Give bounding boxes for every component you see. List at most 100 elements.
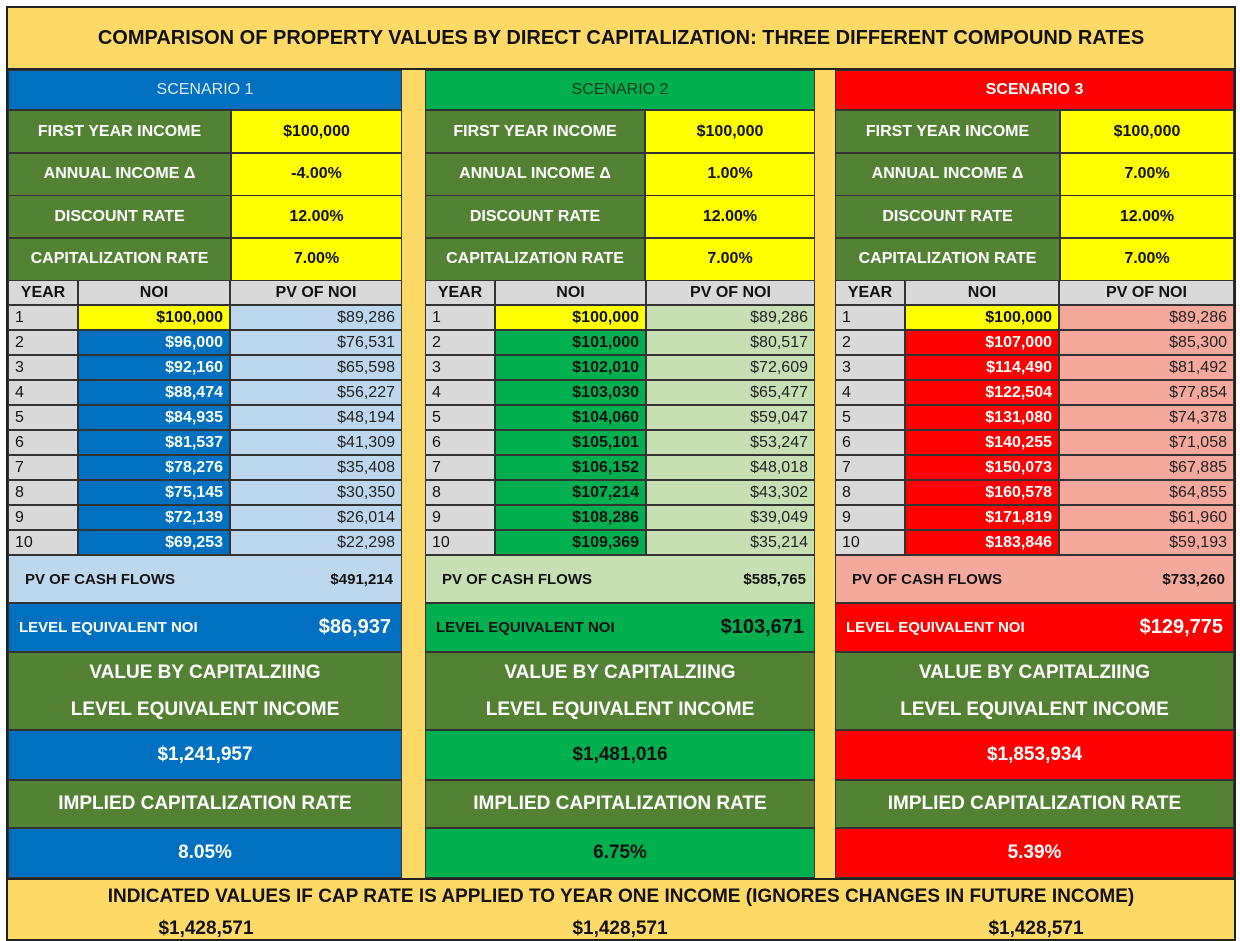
capitalization-rate-label: CAPITALIZATION RATE	[8, 237, 231, 281]
noi-cell: $103,030	[495, 380, 646, 405]
pv-of-noi-header: PV OF NOI	[646, 280, 815, 305]
pv-of-noi-cell: $61,960	[1059, 505, 1234, 530]
value-label: VALUE BY CAPITALZIING LEVEL EQUIVALENT IN…	[835, 652, 1234, 730]
value-label-line2: LEVEL EQUIVALENT INCOME	[900, 699, 1169, 720]
noi-cell: $104,060	[495, 405, 646, 430]
noi-cell: $109,369	[495, 530, 646, 555]
year-cell: 6	[8, 430, 78, 455]
scenario-1: SCENARIO 1 FIRST YEAR INCOME $100,000 ANNUA…	[8, 70, 402, 878]
noi-cell: $75,145	[78, 480, 230, 505]
implied-cap-rate-value: 5.39%	[835, 828, 1234, 878]
noi-cell: $100,000	[905, 305, 1059, 330]
discount-rate-label: DISCOUNT RATE	[8, 195, 231, 238]
level-equivalent-noi-label: LEVEL EQUIVALENT NOI	[846, 619, 1025, 636]
noi-cell: $100,000	[78, 305, 230, 330]
noi-cell: $106,152	[495, 455, 646, 480]
value-label-line2: LEVEL EQUIVALENT INCOME	[485, 699, 755, 720]
pv-of-noi-cell: $76,531	[230, 330, 402, 355]
pv-of-noi-cell: $35,214	[646, 530, 815, 555]
year-cell: 10	[8, 530, 78, 555]
year-cell: 6	[425, 430, 495, 455]
scenario-header: SCENARIO 1	[8, 70, 402, 110]
scenario-header: SCENARIO 2	[425, 70, 815, 110]
pv-of-noi-cell: $56,227	[230, 380, 402, 405]
level-equivalent-noi-value: $103,671	[720, 616, 804, 638]
year-cell: 7	[835, 455, 905, 480]
level-equivalent-noi-row: LEVEL EQUIVALENT NOI $86,937	[8, 603, 402, 652]
noi-cell: $84,935	[78, 405, 230, 430]
year-cell: 5	[425, 405, 495, 430]
annual-income-delta-label: ANNUAL INCOME Δ	[8, 152, 231, 196]
pv-of-noi-cell: $59,193	[1059, 530, 1234, 555]
pv-of-cash-flows-row: PV OF CASH FLOWS $491,214	[8, 555, 402, 603]
pv-of-cash-flows-row: PV OF CASH FLOWS $585,765	[425, 555, 815, 603]
noi-header: NOI	[78, 280, 230, 305]
year-cell: 8	[835, 480, 905, 505]
footer: INDICATED VALUES IF CAP RATE IS APPLIED …	[8, 878, 1234, 941]
year-cell: 1	[425, 305, 495, 330]
noi-cell: $107,000	[905, 330, 1059, 355]
implied-cap-rate-label: IMPLIED CAPITALIZATION RATE	[8, 780, 402, 828]
noi-cell: $78,276	[78, 455, 230, 480]
pv-of-noi-cell: $89,286	[230, 305, 402, 330]
value-label-line2: LEVEL EQUIVALENT INCOME	[70, 699, 340, 720]
value-label: VALUE BY CAPITALZIING LEVEL EQUIVALENT IN…	[8, 652, 402, 730]
year-cell: 4	[425, 380, 495, 405]
pv-of-noi-cell: $48,018	[646, 455, 815, 480]
year-header: YEAR	[425, 280, 495, 305]
capitalization-rate-value: 7.00%	[231, 237, 402, 281]
capitalization-rate-label: CAPITALIZATION RATE	[425, 237, 645, 281]
implied-cap-rate-value: 8.05%	[8, 828, 402, 878]
pv-of-cash-flows-label: PV OF CASH FLOWS	[442, 570, 592, 588]
pv-of-noi-cell: $43,302	[646, 480, 815, 505]
year-cell: 8	[425, 480, 495, 505]
noi-cell: $140,255	[905, 430, 1059, 455]
level-equivalent-noi-row: LEVEL EQUIVALENT NOI $129,775	[835, 603, 1234, 652]
noi-cell: $107,214	[495, 480, 646, 505]
pv-of-noi-header: PV OF NOI	[230, 280, 402, 305]
first-year-income-value: $100,000	[645, 110, 815, 153]
year-cell: 6	[835, 430, 905, 455]
capitalization-rate-label: CAPITALIZATION RATE	[835, 237, 1060, 281]
pv-of-cash-flows-row: PV OF CASH FLOWS $733,260	[835, 555, 1234, 603]
pv-of-noi-cell: $89,286	[646, 305, 815, 330]
pv-of-noi-cell: $39,049	[646, 505, 815, 530]
pv-of-noi-header: PV OF NOI	[1059, 280, 1234, 305]
scenario-3: SCENARIO 3 FIRST YEAR INCOME $100,000 ANNUA…	[835, 70, 1234, 878]
capitalization-rate-value: 7.00%	[1060, 237, 1234, 281]
discount-rate-value: 12.00%	[1060, 195, 1234, 238]
year-cell: 3	[425, 355, 495, 380]
capitalized-value: $1,241,957	[8, 730, 402, 780]
pv-of-noi-cell: $22,298	[230, 530, 402, 555]
pv-of-noi-cell: $48,194	[230, 405, 402, 430]
capitalized-value: $1,481,016	[425, 730, 815, 780]
noi-cell: $81,537	[78, 430, 230, 455]
discount-rate-label: DISCOUNT RATE	[835, 195, 1060, 238]
noi-cell: $105,101	[495, 430, 646, 455]
noi-cell: $122,504	[905, 380, 1059, 405]
value-label-line1: VALUE BY CAPITALZIING	[918, 662, 1151, 683]
pv-of-noi-cell: $53,247	[646, 430, 815, 455]
year-cell: 1	[835, 305, 905, 330]
scenario-header: SCENARIO 3	[835, 70, 1234, 110]
annual-income-delta-value: 1.00%	[645, 152, 815, 196]
pv-of-noi-cell: $30,350	[230, 480, 402, 505]
year-cell: 9	[8, 505, 78, 530]
year-header: YEAR	[8, 280, 78, 305]
noi-cell: $100,000	[495, 305, 646, 330]
pv-of-noi-cell: $72,609	[646, 355, 815, 380]
discount-rate-label: DISCOUNT RATE	[425, 195, 645, 238]
pv-of-noi-cell: $80,517	[646, 330, 815, 355]
value-label-line1: VALUE BY CAPITALZIING	[504, 662, 736, 683]
pv-of-cash-flows-label: PV OF CASH FLOWS	[852, 570, 1002, 588]
level-equivalent-noi-value: $86,937	[318, 616, 391, 638]
noi-cell: $72,139	[78, 505, 230, 530]
noi-cell: $101,000	[495, 330, 646, 355]
annual-income-delta-label: ANNUAL INCOME Δ	[835, 152, 1060, 196]
pv-of-noi-cell: $59,047	[646, 405, 815, 430]
noi-cell: $131,080	[905, 405, 1059, 430]
year-cell: 2	[8, 330, 78, 355]
capitalization-rate-value: 7.00%	[645, 237, 815, 281]
pv-of-noi-cell: $26,014	[230, 505, 402, 530]
year-cell: 5	[835, 405, 905, 430]
